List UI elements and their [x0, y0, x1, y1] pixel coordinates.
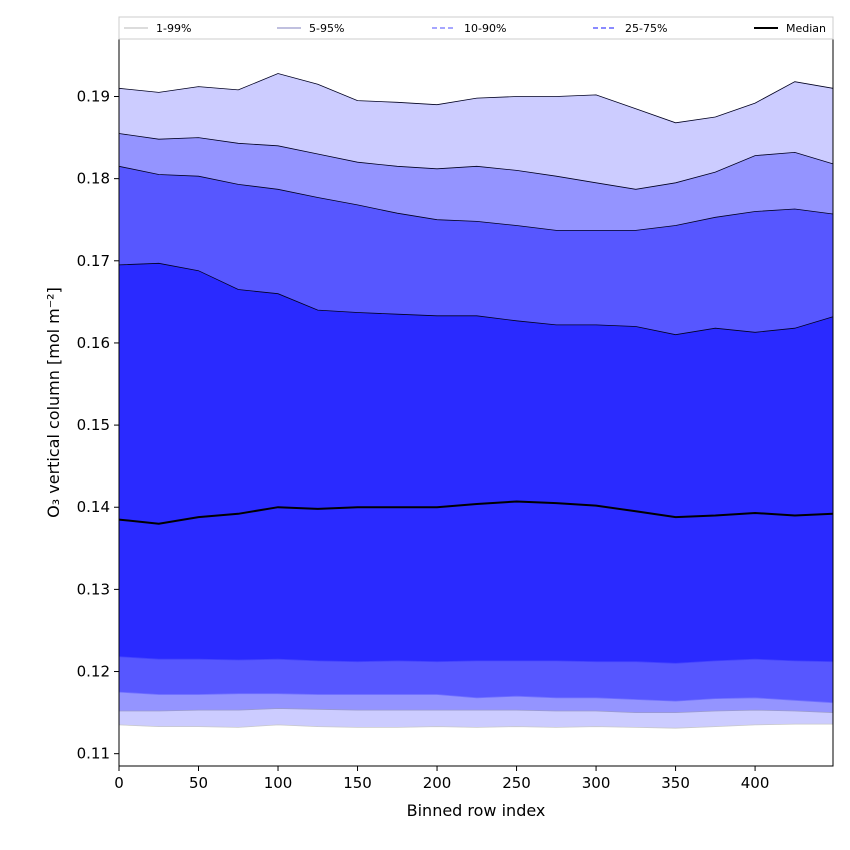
x-axis-label: Binned row index — [407, 801, 546, 820]
y-tick-label: 0.17 — [77, 252, 110, 270]
y-tick-label: 0.15 — [77, 416, 110, 434]
y-tick-label: 0.13 — [77, 580, 110, 598]
band-lower-edge-1-99- — [118, 723, 833, 729]
legend-label: Median — [786, 22, 826, 35]
y-tick-label: 0.18 — [77, 170, 110, 188]
y-tick-label: 0.19 — [77, 88, 110, 106]
band-upper-edge-10-90- — [118, 165, 834, 231]
band-upper-edge-25-75- — [118, 262, 834, 336]
y-axis: 0.11 0.12 0.13 0.14 0.15 0.16 0.17 0.18 0.19 — [77, 88, 119, 763]
x-tick-label: 0 — [114, 774, 124, 792]
y-tick-label: 0.16 — [77, 334, 110, 352]
y-tick-label: 0.12 — [77, 663, 110, 681]
band-lower-edge-10-90- — [118, 691, 834, 704]
legend-label: 10-90% — [464, 22, 506, 35]
y-axis-label: O₃ vertical column [mol m⁻²] — [44, 287, 63, 518]
legend: 1-99% 5-95% 10-90% 25-75% Median — [118, 16, 834, 40]
x-tick-label: 150 — [343, 774, 372, 792]
x-tick-label: 300 — [582, 774, 611, 792]
band-lower-edge-5-95- — [119, 708, 834, 713]
median-layer — [118, 500, 834, 525]
x-tick-label: 100 — [264, 774, 293, 792]
band-upper-edge-1-99- — [118, 73, 834, 124]
band-lower-edge-25-75- — [118, 656, 834, 664]
x-tick-label: 200 — [423, 774, 452, 792]
x-tick-label: 400 — [741, 774, 770, 792]
median-line — [118, 500, 834, 525]
y-tick-label: 0.14 — [77, 498, 110, 516]
x-tick-label: 50 — [189, 774, 208, 792]
legend-box — [118, 16, 834, 40]
x-tick-label: 250 — [502, 774, 531, 792]
band-edges — [118, 73, 834, 729]
x-tick-label: 350 — [661, 774, 690, 792]
legend-label: 25-75% — [625, 22, 667, 35]
x-axis: 0 50 100 150 200 250 300 350 400 — [114, 766, 769, 792]
band-upper-edge-5-95- — [118, 133, 834, 190]
legend-label: 5-95% — [309, 22, 344, 35]
y-tick-label: 0.11 — [77, 745, 110, 763]
band-25-75- — [119, 263, 833, 664]
quantile-bands — [119, 73, 833, 729]
legend-label: 1-99% — [156, 22, 191, 35]
